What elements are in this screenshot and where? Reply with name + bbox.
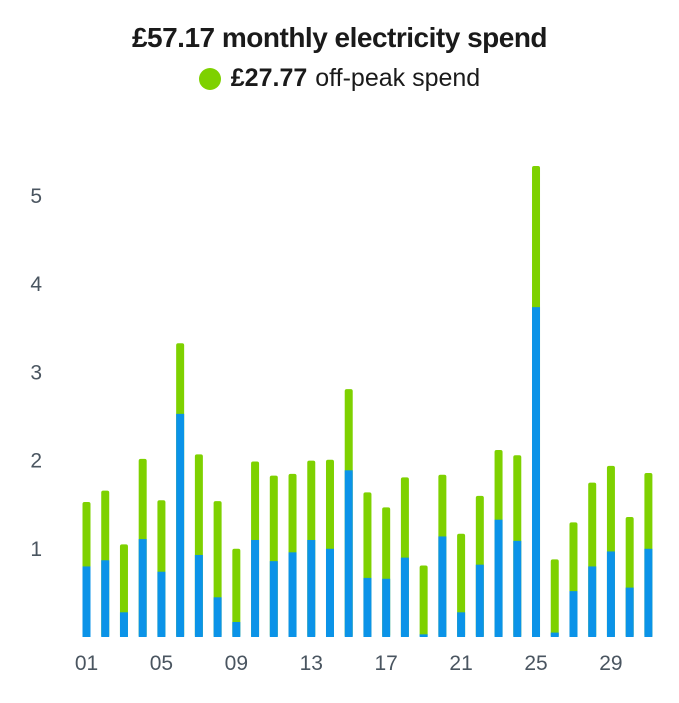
bar-peak-day-20 (438, 536, 447, 637)
bar-peak-day-15 (344, 470, 353, 637)
bar-peak-day-29 (606, 551, 615, 637)
bar-peak-day-26 (550, 632, 559, 637)
bar-peak-day-27 (569, 591, 578, 637)
bar-peak-day-10 (251, 539, 260, 637)
bar-peak-day-19 (419, 634, 428, 637)
bar-peak-day-14 (325, 548, 334, 637)
x-tick-label: 17 (375, 652, 398, 675)
bar-peak-day-7 (194, 554, 203, 637)
bar-peak-day-23 (494, 519, 503, 637)
bar-peak-day-13 (307, 539, 316, 637)
x-tick-label: 09 (225, 652, 248, 675)
bar-peak-day-16 (363, 577, 372, 637)
bar-peak-day-3 (119, 612, 128, 637)
bars (82, 166, 653, 637)
x-tick-label: 21 (449, 652, 472, 675)
x-axis-ticks: 01 05 09 13 17 21 25 29 (75, 652, 623, 675)
bar-peak-day-8 (213, 597, 222, 637)
y-axis-ticks: 1 2 3 4 5 (30, 185, 42, 561)
bar-peak-day-6 (176, 413, 185, 637)
x-tick-label: 25 (524, 652, 547, 675)
bar-peak-day-24 (513, 540, 522, 637)
offpeak-legend-dot-icon (198, 67, 221, 90)
bar-offpeak-day-26 (550, 559, 559, 637)
bar-offpeak-day-21 (457, 533, 466, 637)
bar-peak-day-31 (644, 548, 653, 637)
bar-peak-day-5 (157, 571, 166, 637)
y-tick-label: 3 (30, 361, 42, 384)
bar-peak-day-21 (457, 612, 466, 637)
bar-peak-day-30 (625, 587, 634, 637)
offpeak-spend-value: £27.77 (230, 64, 308, 92)
x-tick-label: 01 (75, 652, 98, 675)
bar-peak-day-1 (82, 566, 91, 637)
chart-title: £57.17 monthly electricity spend (131, 22, 548, 53)
bar-peak-day-9 (232, 622, 241, 637)
y-tick-label: 4 (30, 273, 42, 296)
bar-peak-day-12 (288, 552, 297, 637)
bar-peak-day-4 (138, 539, 147, 637)
y-tick-label: 5 (30, 185, 42, 208)
y-tick-label: 2 (30, 450, 42, 473)
legend: £27.77 off-peak spend (0, 64, 679, 93)
bar-peak-day-2 (101, 560, 110, 637)
x-tick-label: 05 (150, 652, 173, 675)
bar-offpeak-day-19 (419, 565, 428, 637)
bar-peak-day-25 (532, 307, 541, 637)
bar-peak-day-28 (588, 566, 597, 637)
bar-peak-day-11 (269, 561, 278, 637)
bar-peak-day-22 (475, 564, 484, 637)
bar-peak-day-17 (382, 578, 391, 637)
offpeak-spend-label: off-peak spend (315, 64, 481, 92)
x-tick-label: 29 (599, 652, 622, 675)
bar-peak-day-18 (400, 557, 409, 637)
x-tick-label: 13 (300, 652, 323, 675)
y-tick-label: 1 (30, 538, 42, 561)
bar-offpeak-day-9 (232, 548, 241, 637)
